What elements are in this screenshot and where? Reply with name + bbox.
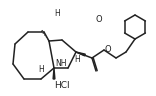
Text: H: H [38,65,44,74]
Polygon shape [76,52,85,56]
Text: H: H [74,55,80,65]
Text: NH: NH [55,58,67,67]
Text: H: H [54,10,60,19]
Text: HCl: HCl [54,82,70,91]
Polygon shape [53,68,55,79]
Text: O: O [96,14,102,24]
Text: O: O [105,46,111,55]
